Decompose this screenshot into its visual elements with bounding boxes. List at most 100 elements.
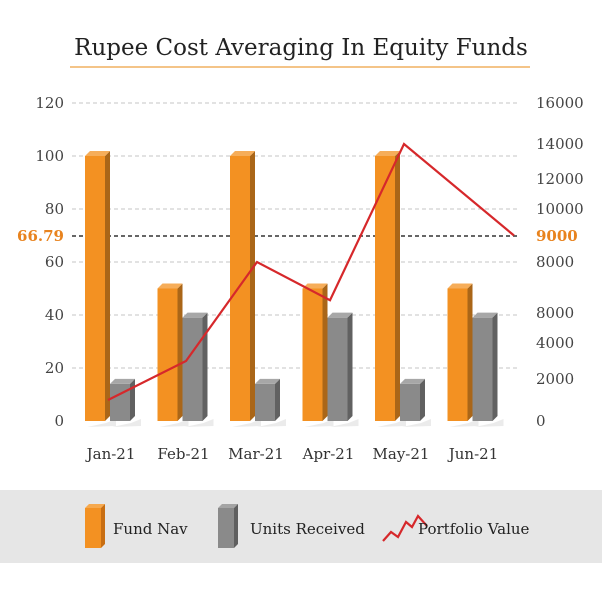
bar-shadow: [474, 419, 504, 427]
bar-front: [447, 288, 468, 421]
bar-top: [375, 151, 400, 156]
reference-label-left: 66.79: [17, 227, 64, 245]
left-tick-label: 0: [54, 412, 64, 430]
bar-units-received: [472, 312, 504, 427]
chart-title: Rupee Cost Averaging In Equity Funds: [74, 35, 528, 61]
bar-shadow: [112, 419, 141, 427]
bar-units-received: [110, 378, 141, 427]
bar-shadow: [402, 419, 431, 427]
bar-front: [255, 383, 275, 421]
bar-shadow: [159, 419, 189, 427]
bar-side: [395, 151, 400, 421]
right-tick-label: 12000: [536, 170, 584, 188]
bar-top: [110, 378, 135, 384]
bar-shadow: [304, 419, 334, 427]
bar-shadow: [449, 419, 479, 427]
bar-front: [110, 383, 130, 421]
bar-top: [400, 378, 425, 384]
x-tick-label: Jun-21: [447, 445, 499, 463]
bar-shadow: [377, 419, 406, 427]
right-tick-label: 8000: [536, 253, 574, 271]
bar-units-received: [255, 378, 286, 427]
bar-front: [400, 383, 420, 421]
bar-top: [157, 283, 183, 289]
right-tick-label: 2000: [536, 370, 574, 388]
bar-side: [420, 378, 425, 421]
left-tick-label: 60: [45, 253, 64, 271]
bar-top: [302, 283, 328, 289]
reference-line-group: 66.79 9000: [17, 227, 578, 245]
bar-shadow: [329, 419, 359, 427]
left-tick-label: 40: [45, 306, 64, 324]
bar-shadow: [87, 419, 116, 427]
bar-front: [182, 317, 203, 421]
right-tick-label: 0: [536, 412, 546, 430]
bars: [85, 151, 504, 427]
portfolio-line-group: [107, 142, 515, 401]
right-tick-label: 14000: [536, 135, 584, 153]
bar-top: [230, 151, 255, 156]
bar-side: [322, 283, 328, 421]
right-tick-label: 10000: [536, 200, 584, 218]
x-tick-label: Mar-21: [228, 445, 284, 463]
grid: [72, 102, 518, 369]
x-tick-label: May-21: [373, 445, 430, 463]
bar-side: [492, 312, 498, 421]
bar-top: [327, 312, 353, 318]
right-axis-ticks: 0 2000 4000 8000 8000 10000 12000 14000 16000: [536, 94, 584, 430]
bar-side: [275, 378, 280, 421]
bar-front: [472, 317, 493, 421]
legend-fund-nav-icon: [85, 504, 105, 548]
bar-units-received: [400, 378, 431, 427]
right-tick-label: 4000: [536, 334, 574, 352]
bar-fund-nav: [302, 283, 334, 427]
bar-fund-nav: [447, 283, 479, 427]
bar-shadow: [257, 419, 286, 427]
bar-units-received: [327, 312, 359, 427]
right-tick-label: 8000: [536, 304, 574, 322]
bar-shadow: [184, 419, 214, 427]
x-tick-label: Feb-21: [157, 445, 209, 463]
right-tick-label: 16000: [536, 94, 584, 112]
legend: Fund Nav Units Received Portfolio Value: [85, 504, 530, 548]
bar-fund-nav: [157, 283, 189, 427]
left-axis-ticks: 0 20 40 60 80 100 120: [35, 94, 64, 430]
bar-front: [302, 288, 323, 421]
legend-portfolio-value: Portfolio Value: [418, 520, 530, 538]
x-tick-label: Apr-21: [302, 445, 355, 463]
bar-top: [255, 378, 280, 384]
bar-front: [375, 156, 395, 421]
bar-front: [157, 288, 178, 421]
bar-fund-nav: [85, 151, 116, 427]
bar-front: [230, 156, 250, 421]
bar-side: [467, 283, 473, 421]
bar-side: [177, 283, 183, 421]
bar-front: [85, 156, 105, 421]
category-labels: Jan-21 Feb-21 Mar-21 Apr-21 May-21 Jun-21: [85, 445, 499, 463]
legend-units-received: Units Received: [250, 520, 365, 538]
bar-front: [327, 317, 348, 421]
legend-portfolio-value-icon: [382, 514, 428, 542]
bar-top: [85, 151, 110, 156]
reference-label-right: 9000: [536, 227, 578, 245]
bar-side: [250, 151, 255, 421]
bar-side: [202, 312, 208, 421]
left-tick-label: 120: [35, 94, 64, 112]
bar-fund-nav: [230, 151, 261, 427]
bar-top: [182, 312, 208, 318]
legend-units-received-icon: [218, 504, 238, 548]
bar-side: [105, 151, 110, 421]
bar-top: [472, 312, 498, 318]
x-tick-label: Jan-21: [85, 445, 136, 463]
bar-top: [447, 283, 473, 289]
bar-side: [130, 378, 135, 421]
legend-fund-nav: Fund Nav: [113, 520, 188, 538]
bar-fund-nav: [375, 151, 406, 427]
left-tick-label: 100: [35, 147, 64, 165]
bar-shadow: [232, 419, 261, 427]
portfolio-value-line: [107, 142, 515, 401]
left-tick-label: 80: [45, 200, 64, 218]
bar-side: [347, 312, 353, 421]
left-tick-label: 20: [45, 359, 64, 377]
